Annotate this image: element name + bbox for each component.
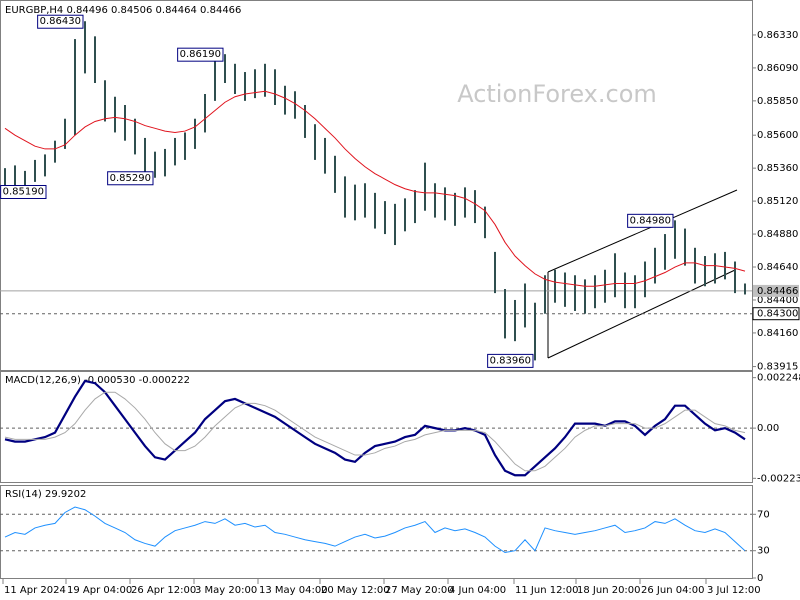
annotation-box: [487, 353, 534, 368]
y-tick-label: 0.86090: [757, 63, 798, 74]
x-tick-label: 3 May 20:00: [195, 585, 257, 596]
x-tick-label: 20 May 12:00: [321, 585, 390, 596]
y-tick-label: 0.84160: [757, 328, 798, 339]
rsi-pane: [0, 485, 753, 579]
y-tick-label: 0.85360: [757, 163, 798, 174]
y-tick-label: 0.002248: [757, 373, 800, 384]
level-label: 0.84300: [757, 309, 798, 320]
x-tick-label: 26 Jun 04:00: [641, 585, 705, 596]
annotation-label: 0.86190: [180, 49, 221, 60]
macd-title: MACD(12,26,9) -0.000530 -0.000222: [5, 375, 190, 386]
annotation-label: 0.86430: [40, 16, 81, 27]
y-tick-label: 0.83915: [757, 362, 798, 373]
y-tick-label: 0.84880: [757, 229, 798, 240]
x-tick-label: 26 Apr 12:00: [131, 585, 196, 596]
moving-average: [4, 90, 746, 287]
x-tick-label: 11 Apr 2024: [4, 585, 66, 596]
y-tick-label: 0.85600: [757, 130, 798, 141]
macd-pane: [0, 371, 753, 483]
y-tick-label: -0.002236: [757, 473, 800, 484]
annotation-label: 0.84980: [630, 215, 671, 226]
series-line: [4, 379, 746, 477]
y-tick-label: 70: [757, 509, 770, 520]
annotation-box: [627, 213, 674, 228]
y-tick-label: 0.84400: [757, 295, 798, 306]
level-box: [753, 284, 799, 297]
y-tick-label: 30: [757, 546, 770, 557]
x-tick-label: 4 Jun 04:00: [449, 585, 506, 596]
level-label: 0.84466: [757, 286, 798, 297]
x-tick-label: 11 Jun 12:00: [515, 585, 579, 596]
annotation-label: 0.85190: [3, 186, 44, 197]
annotation-box: [107, 171, 154, 186]
annotation-box: [37, 14, 84, 29]
channel-lower: [547, 269, 736, 359]
annotation-box: [177, 47, 224, 62]
y-tick-label: 0.84640: [757, 262, 798, 273]
x-tick-label: 18 Jun 20:00: [577, 585, 641, 596]
y-tick-label: 0.85120: [757, 196, 798, 207]
x-tick-label: 19 Apr 04:00: [67, 585, 132, 596]
y-tick-label: 0.85850: [757, 96, 798, 107]
y-tick-label: 0: [757, 573, 763, 584]
series-line: [4, 506, 746, 554]
channel: [547, 189, 738, 359]
y-tick-label: 0.86330: [757, 30, 798, 41]
watermark: ActionForex.com: [457, 80, 657, 108]
chart-title: EURGBP,H4 0.84496 0.84506 0.84464 0.8446…: [5, 5, 241, 16]
rsi-title: RSI(14) 29.9202: [5, 489, 86, 500]
channel-upper: [547, 189, 738, 273]
x-tick-label: 3 Jul 12:00: [707, 585, 761, 596]
series-line: [4, 391, 746, 472]
level-box: [752, 307, 800, 321]
annotation-label: 0.83960: [490, 355, 531, 366]
annotation-label: 0.85290: [110, 173, 151, 184]
annotation-box: [0, 184, 47, 199]
y-tick-label: 0.00: [757, 423, 779, 434]
x-tick-label: 13 May 04:00: [259, 585, 328, 596]
x-tick-label: 27 May 20:00: [385, 585, 454, 596]
